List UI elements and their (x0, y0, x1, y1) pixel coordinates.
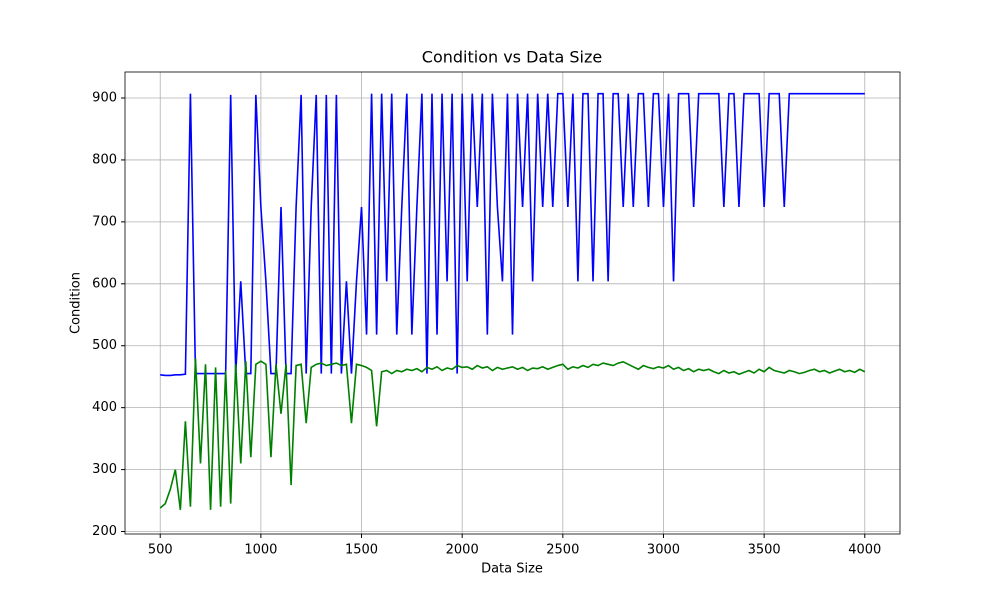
y-axis-label: Condition (69, 272, 84, 334)
y-tick-label: 500 (92, 338, 117, 353)
y-tick-label: 600 (92, 276, 117, 291)
y-tick-label: 400 (92, 400, 117, 415)
x-tick-label: 1000 (244, 543, 277, 558)
x-tick-label: 4000 (848, 543, 881, 558)
y-tick-label: 300 (92, 462, 117, 477)
y-tick-label: 200 (92, 524, 117, 539)
data-line (159, 358, 866, 510)
x-tick-label: 1500 (345, 543, 378, 558)
chart-title: Condition vs Data Size (422, 48, 602, 67)
x-tick-label: 2500 (546, 543, 579, 558)
plot-frame (124, 71, 901, 535)
x-tick-label: 500 (148, 543, 173, 558)
y-tick-label: 800 (92, 152, 117, 167)
x-tick-label: 2000 (446, 543, 479, 558)
y-tick-label: 700 (92, 214, 117, 229)
x-tick-label: 3500 (748, 543, 781, 558)
x-axis-label: Data Size (481, 562, 543, 577)
data-line (160, 92, 865, 377)
y-tick-label: 900 (92, 91, 117, 106)
x-tick-label: 3000 (647, 543, 680, 558)
